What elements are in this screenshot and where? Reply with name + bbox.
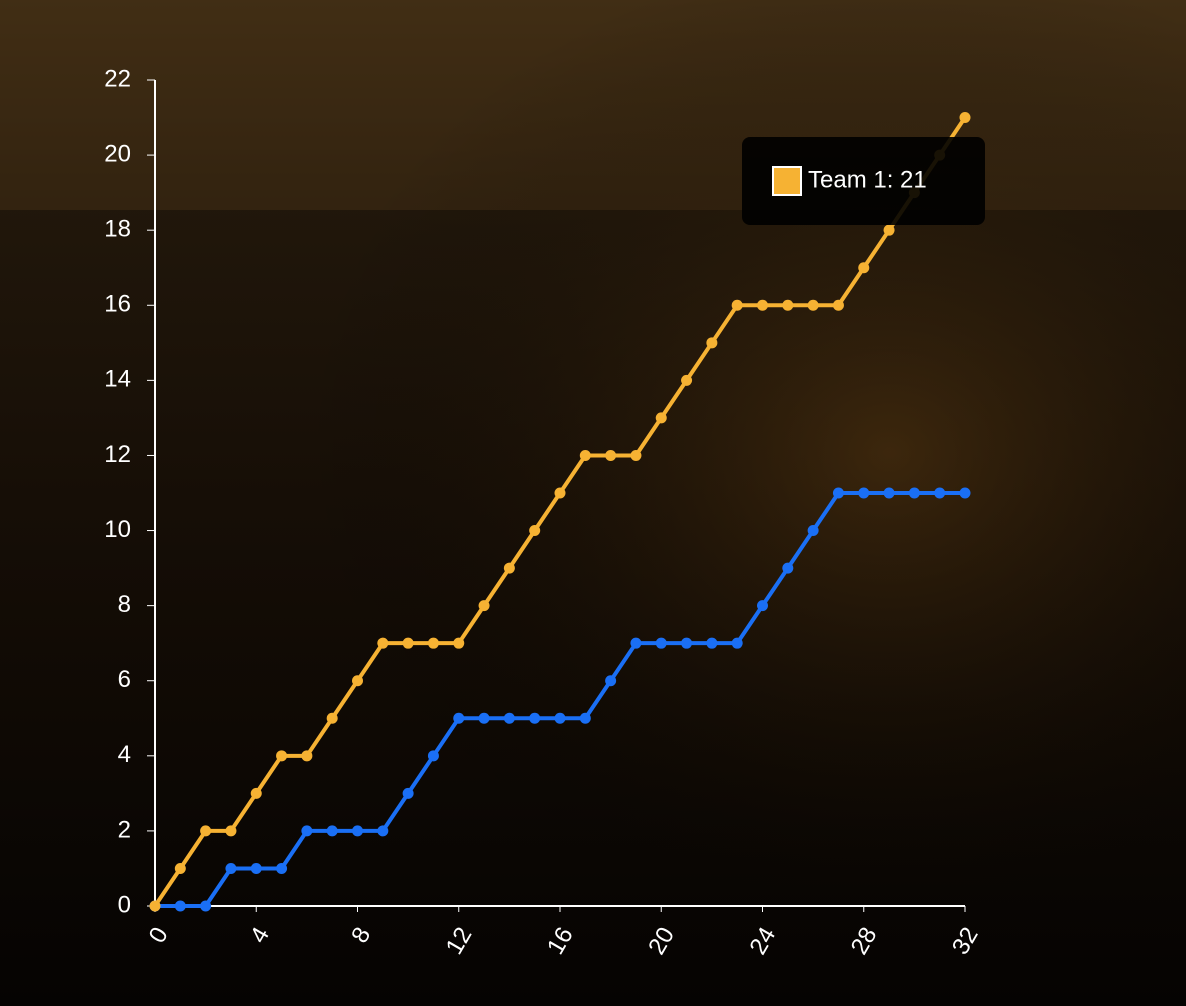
tooltip-box <box>742 137 985 225</box>
data-point <box>934 487 946 499</box>
data-point <box>377 637 389 649</box>
data-point <box>301 825 313 837</box>
data-point <box>832 299 844 311</box>
data-point <box>478 600 490 612</box>
data-point <box>352 825 363 837</box>
y-tick-label: 20 <box>104 140 131 167</box>
y-tick-label: 18 <box>104 216 131 243</box>
tooltip: Team 1: 21 <box>742 137 985 225</box>
data-point <box>503 562 515 574</box>
data-point <box>529 525 541 537</box>
y-tick-label: 14 <box>104 366 131 393</box>
data-point <box>605 675 617 687</box>
data-point <box>174 862 186 874</box>
y-tick-label: 4 <box>118 741 131 768</box>
tooltip-text: Team 1: 21 <box>808 166 927 193</box>
data-point <box>326 712 338 724</box>
data-point <box>858 487 870 499</box>
data-point <box>377 825 389 837</box>
y-tick-label: 10 <box>104 516 131 543</box>
data-point <box>908 487 920 499</box>
tooltip-swatch <box>772 166 802 196</box>
data-point <box>883 487 895 499</box>
data-point <box>655 637 667 649</box>
data-point <box>478 712 490 724</box>
data-point <box>883 224 895 236</box>
data-point <box>276 750 288 762</box>
data-point <box>579 449 591 461</box>
data-point <box>149 900 161 912</box>
y-tick-label: 2 <box>118 816 131 843</box>
data-point <box>959 487 971 499</box>
data-point <box>731 637 743 649</box>
data-point <box>402 787 414 799</box>
data-point <box>326 825 338 837</box>
data-point <box>250 787 262 799</box>
data-point <box>250 862 262 874</box>
data-point <box>630 449 642 461</box>
data-point <box>782 562 794 574</box>
data-point <box>832 487 844 499</box>
y-tick-label: 16 <box>104 291 131 318</box>
data-point <box>655 412 667 424</box>
data-point <box>200 900 212 912</box>
y-tick-label: 22 <box>104 65 131 92</box>
data-point <box>225 862 237 874</box>
y-tick-label: 8 <box>118 591 131 618</box>
data-point <box>807 525 819 537</box>
data-point <box>503 712 515 724</box>
data-point <box>225 825 237 837</box>
data-point <box>402 637 414 649</box>
data-point <box>630 637 642 649</box>
data-point <box>276 862 288 874</box>
data-point <box>427 637 439 649</box>
y-tick-label: 6 <box>118 666 131 693</box>
data-point <box>858 262 870 274</box>
data-point <box>757 299 768 311</box>
data-point <box>757 600 768 612</box>
data-point <box>579 712 591 724</box>
data-point <box>301 750 313 762</box>
data-point <box>807 299 819 311</box>
data-point <box>427 750 439 762</box>
data-point <box>453 712 465 724</box>
data-point <box>681 637 693 649</box>
data-point <box>200 825 212 837</box>
data-point <box>782 299 794 311</box>
y-tick-label: 12 <box>104 441 131 468</box>
data-point <box>731 299 743 311</box>
data-point <box>453 637 465 649</box>
data-point <box>352 675 363 687</box>
y-tick-label: 0 <box>118 891 131 918</box>
data-point <box>529 712 541 724</box>
data-point <box>174 900 186 912</box>
data-point <box>959 112 971 124</box>
data-point <box>554 712 566 724</box>
data-point <box>706 637 718 649</box>
data-point <box>681 374 693 386</box>
data-point <box>605 449 617 461</box>
data-point <box>706 337 718 349</box>
data-point <box>554 487 566 499</box>
